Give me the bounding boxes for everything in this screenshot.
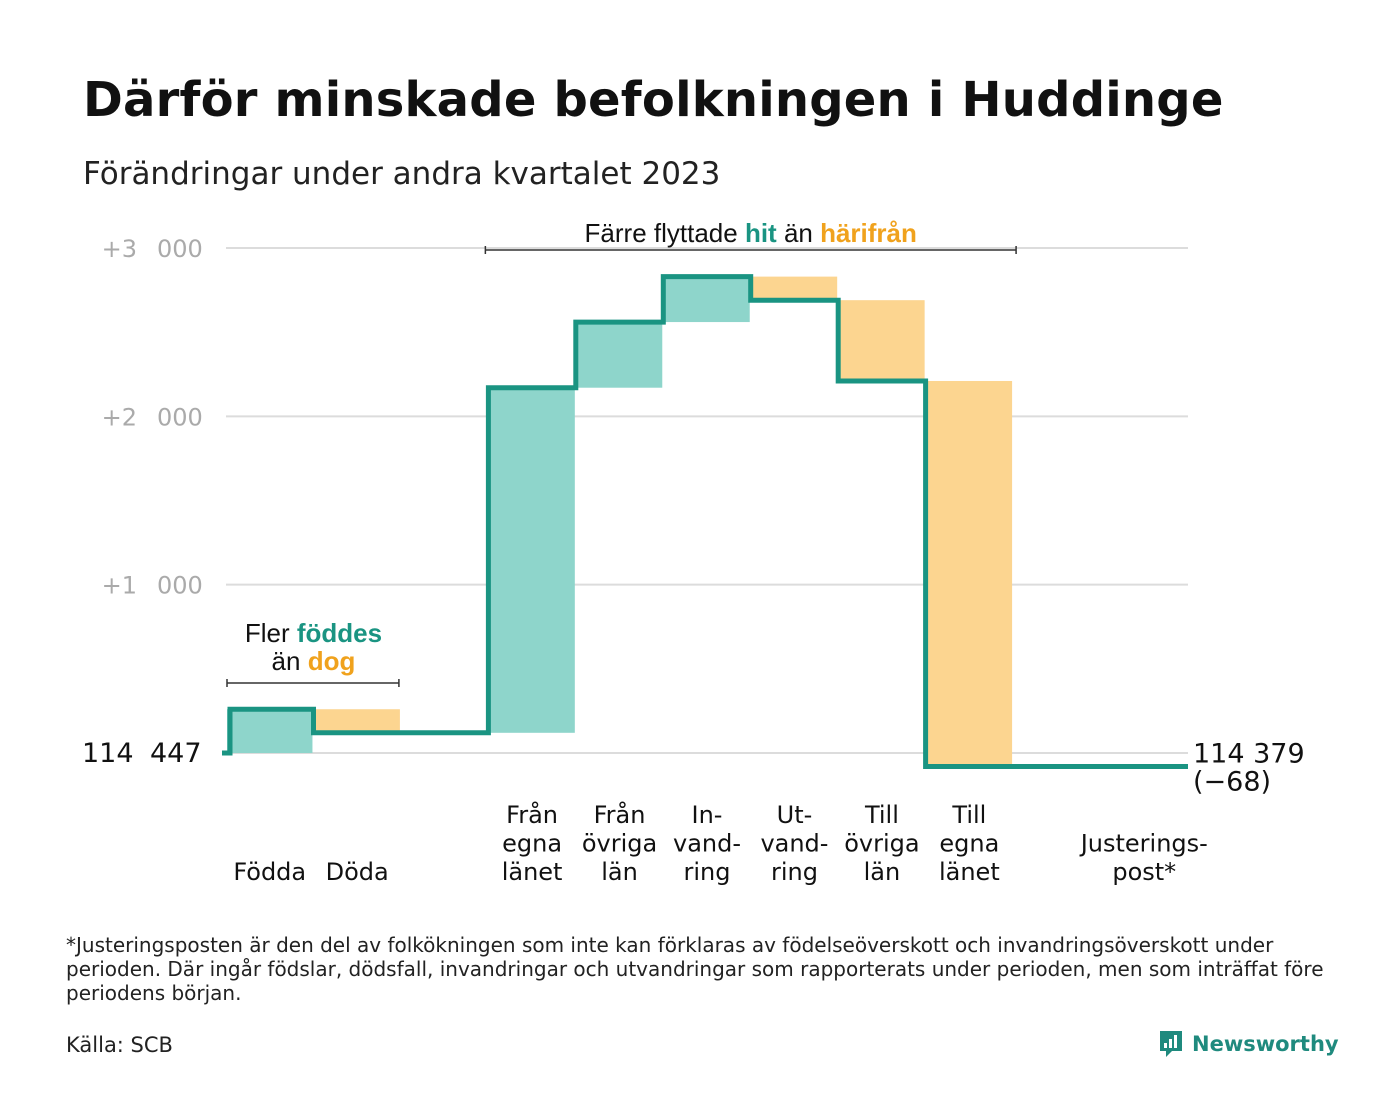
births-annotation-line2: än dog: [272, 646, 356, 676]
annotation-part: Fler: [245, 618, 297, 648]
end-change-label: (−68): [1193, 766, 1271, 797]
bar: [839, 300, 925, 381]
category-label: ring: [771, 858, 818, 886]
category-label: övriga: [582, 830, 657, 858]
annotation-part: hit: [745, 218, 777, 248]
category-label: Från: [506, 800, 558, 829]
baseline-label: 114: [82, 738, 134, 769]
migration-bracket: [484, 246, 1017, 254]
y-tick-label: 000: [157, 403, 203, 431]
category-label: Ut-: [777, 801, 813, 829]
chart-title: Därför minskade befolkningen i Huddinge: [83, 72, 1224, 128]
bar: [227, 709, 313, 753]
migration-annotation: Färre flyttade hit än härifrån: [585, 218, 917, 248]
category-label: Från: [594, 800, 646, 829]
category-label: post*: [1112, 858, 1176, 886]
annotation-part: föddes: [297, 618, 382, 648]
category-label: vand-: [673, 830, 741, 858]
y-tick-label: +3: [102, 235, 137, 263]
births-bracket: [226, 679, 400, 687]
brand-logo: Newsworthy: [1158, 1027, 1339, 1061]
category-label: länet: [939, 858, 1000, 886]
category-label: Till: [864, 801, 899, 829]
baseline-label: 447: [150, 738, 202, 769]
category-label: Till: [951, 801, 986, 829]
step-line: [222, 274, 1188, 769]
end-value-label: 114 379: [1193, 738, 1305, 769]
gridlines: [226, 247, 1188, 754]
bars: [227, 276, 1013, 767]
category-label: länet: [502, 858, 563, 886]
bar: [664, 276, 750, 323]
brand-name: Newsworthy: [1192, 1032, 1339, 1056]
footnote: *Justeringsposten är den del av folkökni…: [66, 933, 1324, 1005]
births-annotation-line1: Fler föddes: [245, 618, 382, 648]
annotation-part: Färre flyttade: [585, 218, 745, 248]
y-tick-label: +2: [102, 403, 137, 431]
category-label: vand-: [760, 830, 828, 858]
newsworthy-logo-icon: [1160, 1031, 1182, 1057]
annotation-part: än: [777, 218, 820, 248]
bar: [576, 322, 663, 388]
chart-subtitle: Förändringar under andra kvartalet 2023: [83, 156, 721, 192]
y-tick-label: 000: [157, 572, 203, 600]
bar: [489, 387, 575, 733]
y-tick-label: 000: [157, 235, 203, 263]
category-label: Justerings-: [1079, 830, 1208, 858]
bar: [926, 380, 1013, 767]
category-label: egna: [502, 830, 562, 858]
y-tick-label: +1: [102, 572, 137, 600]
annotation-part: än: [272, 646, 308, 676]
bar: [314, 709, 400, 733]
annotation-part: dog: [308, 646, 356, 676]
category-label: ring: [684, 858, 731, 886]
bar: [751, 276, 838, 301]
category-label: Födda: [233, 858, 306, 886]
category-label: län: [864, 858, 901, 886]
category-label: In-: [692, 801, 723, 829]
category-label: egna: [939, 830, 999, 858]
cumulative-step-line: [222, 274, 1188, 769]
source-credit: Källa: SCB: [66, 1033, 173, 1057]
annotation-part: härifrån: [820, 218, 917, 248]
category-label: övriga: [844, 830, 919, 858]
category-label: Döda: [326, 858, 389, 886]
category-label: län: [601, 858, 638, 886]
